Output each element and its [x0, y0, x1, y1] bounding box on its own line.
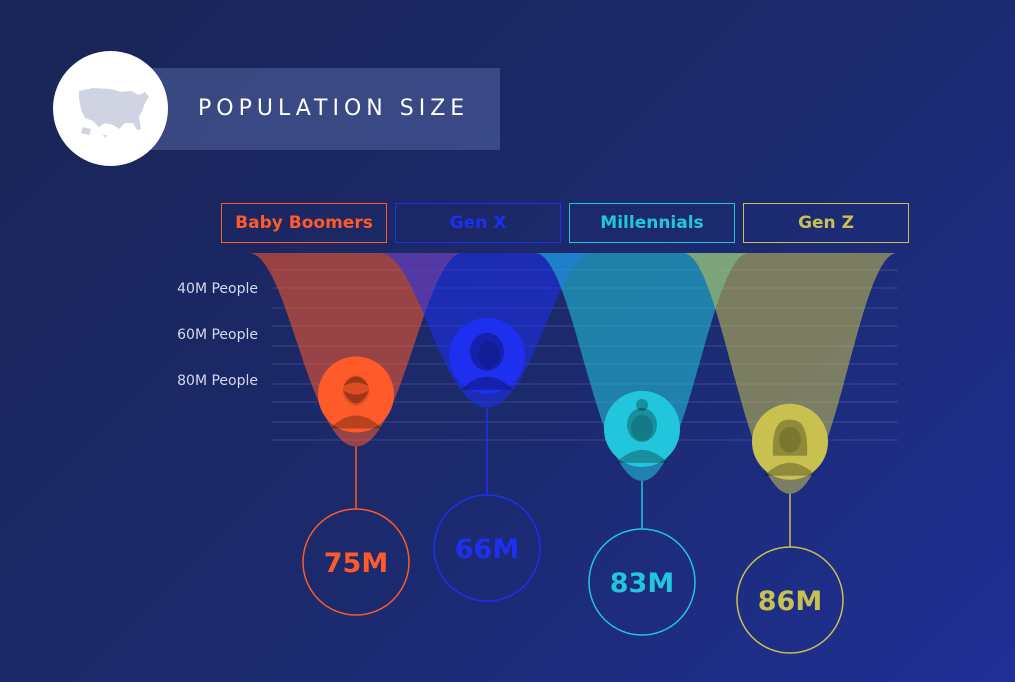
trough-3: [683, 253, 897, 494]
title-banner: [110, 68, 500, 150]
usa-map-icon: [79, 88, 149, 138]
value-label-2: 83M: [610, 568, 674, 599]
page-title: POPULATION SIZE: [198, 96, 470, 121]
legend-millennials: Millennials: [569, 203, 735, 243]
trough-2: [535, 253, 749, 481]
value-label-1: 66M: [455, 534, 519, 565]
value-circle-2: [588, 528, 696, 636]
map-badge: [53, 51, 168, 166]
y-axis-label: 40M People: [177, 281, 258, 297]
value-label-3: 86M: [758, 586, 822, 617]
girl-icon: [752, 403, 828, 480]
value-circle-1: [433, 494, 541, 602]
y-axis-label: 80M People: [177, 373, 258, 389]
bearded-man-icon: [318, 356, 394, 433]
legend-gen-x: Gen X: [395, 203, 561, 243]
value-circle-3: [736, 546, 844, 654]
legend-baby-boomers: Baby Boomers: [221, 203, 387, 243]
woman-bun-icon: [604, 390, 680, 467]
woman-short-hair-icon: [449, 317, 525, 394]
y-axis-label: 60M People: [177, 327, 258, 343]
legend-gen-z: Gen Z: [743, 203, 909, 243]
value-circle-0: [302, 508, 410, 616]
value-label-0: 75M: [324, 548, 388, 579]
trough-0: [249, 253, 463, 447]
